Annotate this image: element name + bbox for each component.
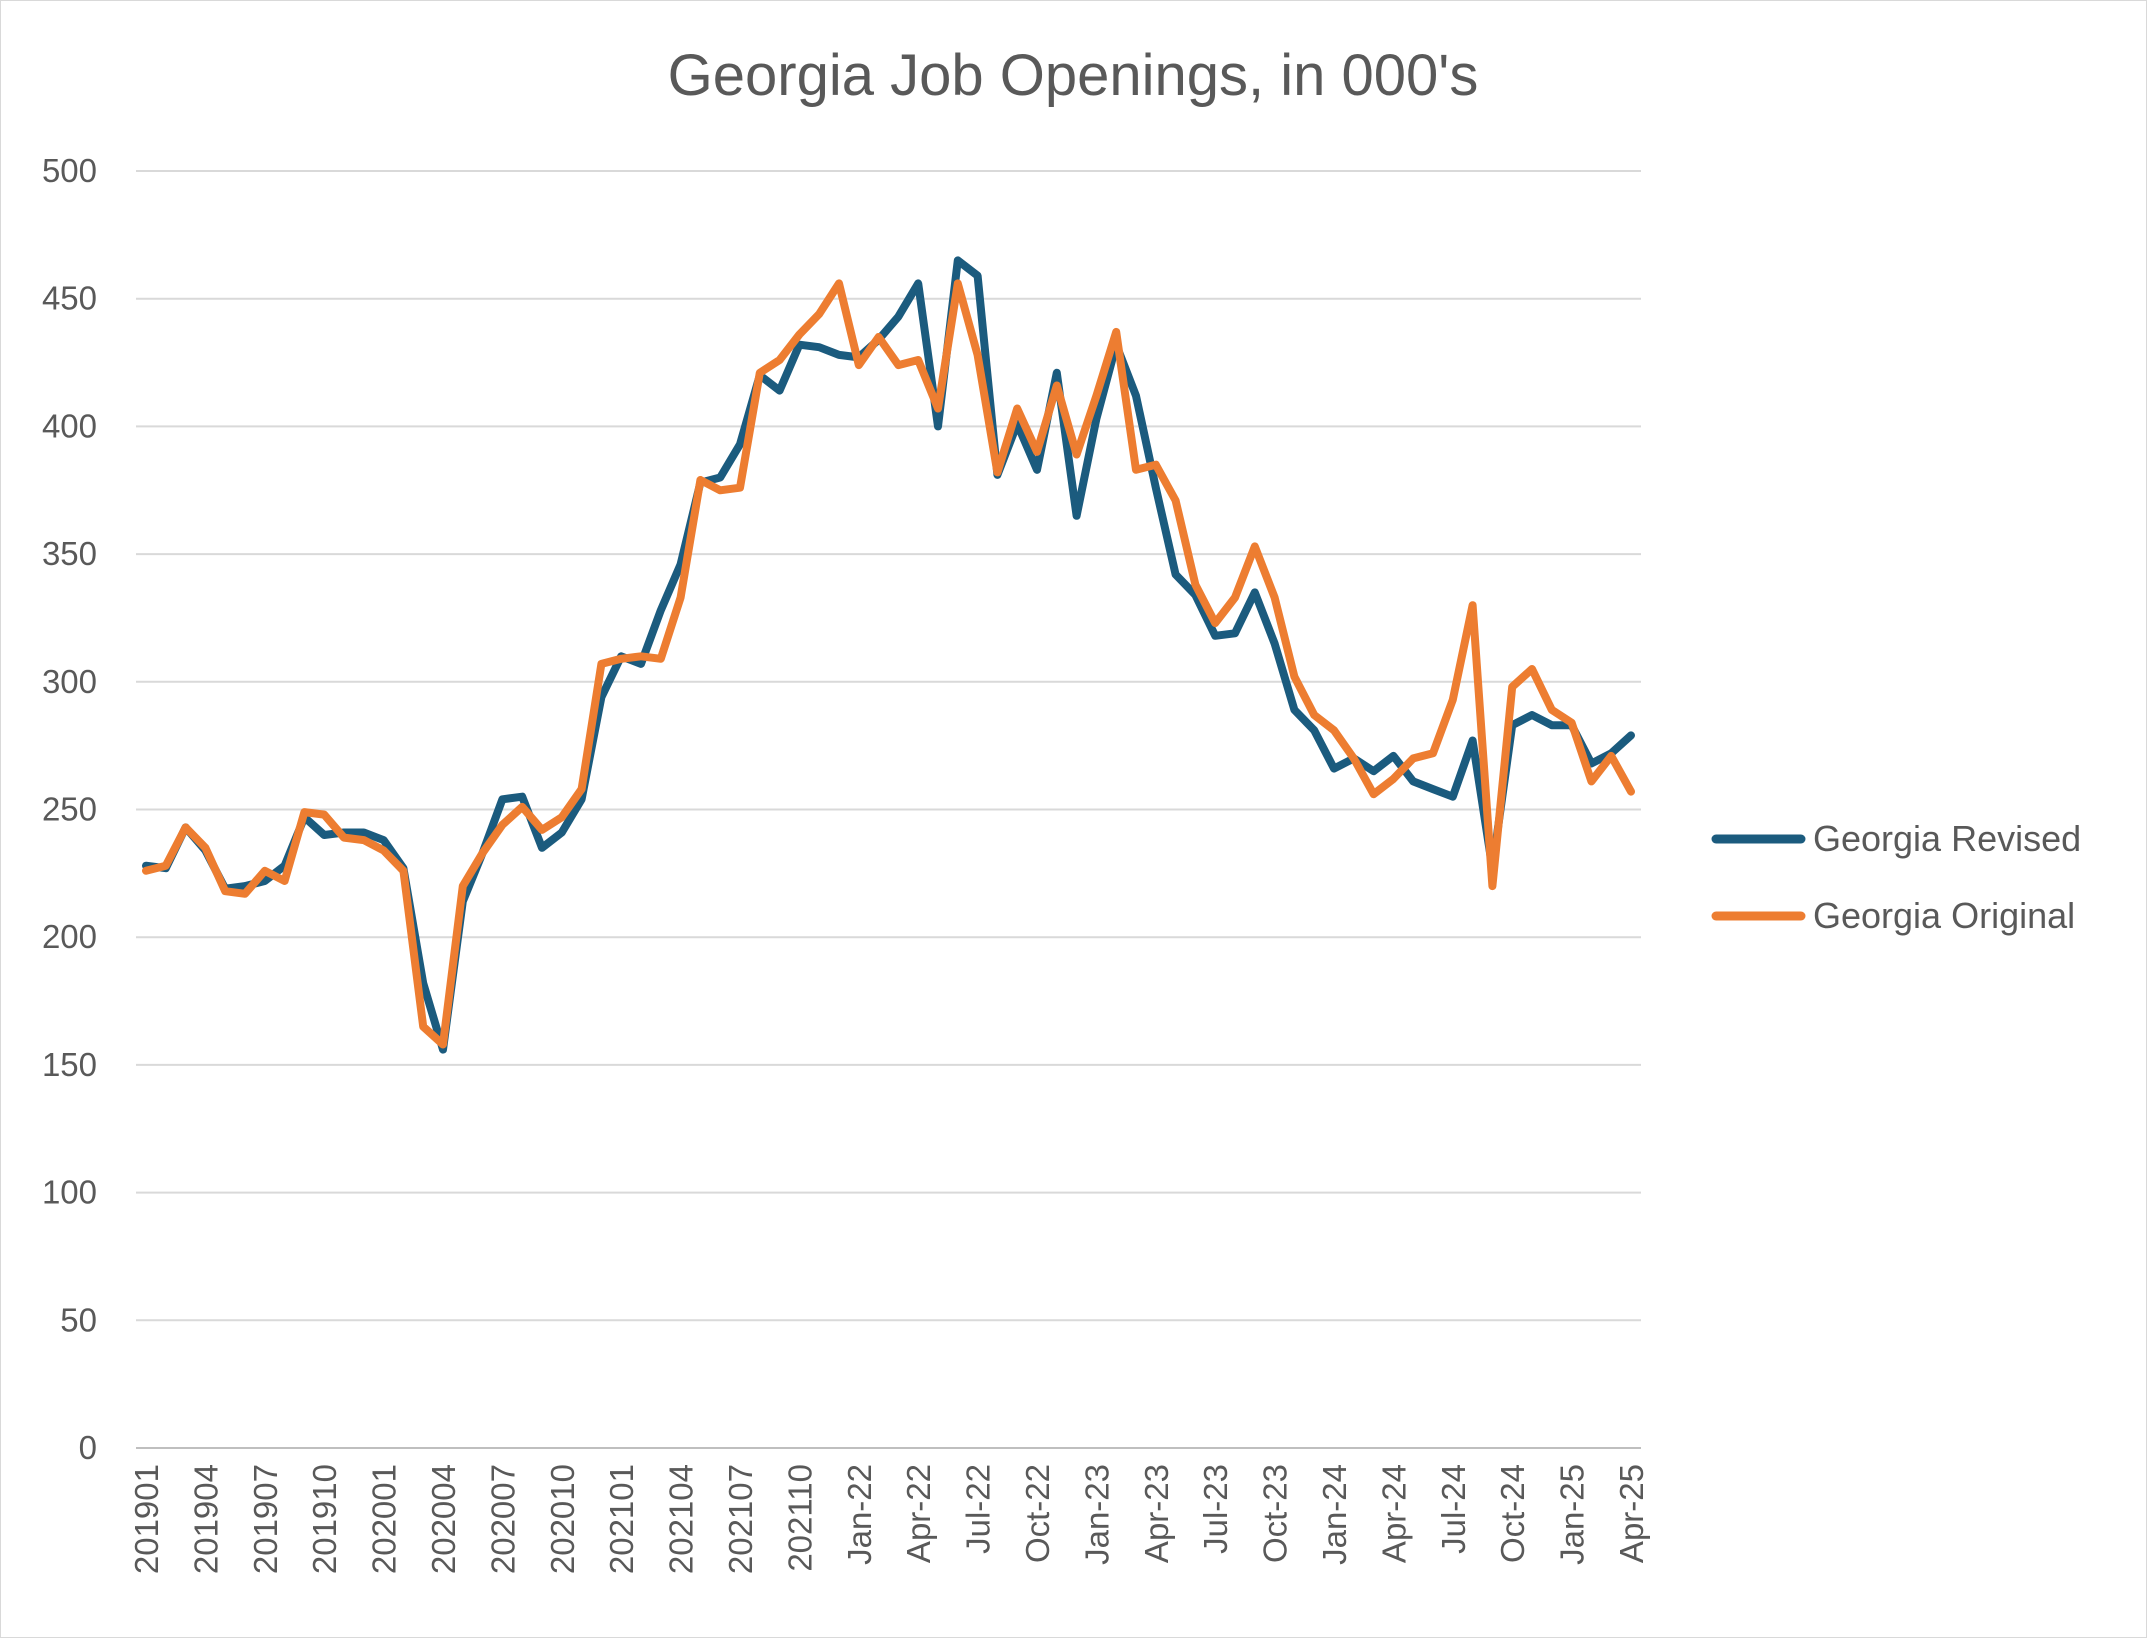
x-tick-label: Oct-23 — [1257, 1464, 1294, 1563]
x-tick-label: 201907 — [247, 1464, 284, 1574]
x-tick-label: Apr-23 — [1138, 1464, 1175, 1563]
y-axis: 0 50 100 150 200 250 300 350 400 450 500 — [42, 152, 97, 1466]
y-tick-label: 0 — [79, 1429, 97, 1466]
x-tick-label: Oct-22 — [1019, 1464, 1056, 1563]
y-tick-label: 500 — [42, 152, 97, 189]
x-tick-label: 202104 — [663, 1464, 700, 1574]
x-tick-label: Apr-25 — [1613, 1464, 1650, 1563]
gridlines — [136, 170, 1641, 1449]
x-tick-label: 202007 — [484, 1464, 521, 1574]
series-line-georgia-revised — [142, 256, 1635, 1054]
legend: Georgia Revised Georgia Original — [1711, 818, 2081, 936]
y-tick-label: 350 — [42, 535, 97, 572]
y-tick-label: 150 — [42, 1046, 97, 1083]
series-line-georgia-original — [142, 279, 1635, 1049]
x-tick-label: Jul-22 — [960, 1464, 997, 1554]
y-tick-label: 400 — [42, 407, 97, 444]
legend-label: Georgia Original — [1813, 895, 2075, 936]
y-tick-label: 100 — [42, 1174, 97, 1211]
x-tick-label: Jul-24 — [1435, 1464, 1472, 1554]
y-tick-label: 300 — [42, 663, 97, 700]
x-tick-label: 202001 — [366, 1464, 403, 1574]
y-tick-label: 250 — [42, 791, 97, 828]
x-tick-label: Apr-24 — [1375, 1464, 1412, 1563]
x-tick-label: 201901 — [128, 1464, 165, 1574]
y-tick-label: 450 — [42, 280, 97, 317]
x-tick-label: Jul-23 — [1197, 1464, 1234, 1554]
y-tick-label: 50 — [60, 1301, 97, 1338]
x-tick-label: 202010 — [544, 1464, 581, 1574]
x-axis: 201901 201904 201907 201910 202001 202004 2020… — [128, 1447, 1650, 1574]
x-tick-label: 201904 — [187, 1464, 224, 1574]
x-tick-label: 202107 — [722, 1464, 759, 1574]
x-tick-label: 202004 — [425, 1464, 462, 1574]
legend-label: Georgia Revised — [1813, 818, 2081, 859]
x-tick-label: Jan-25 — [1554, 1464, 1591, 1565]
chart-title: Georgia Job Openings, in 000's — [668, 43, 1479, 108]
x-tick-label: 202101 — [603, 1464, 640, 1574]
x-tick-label: Apr-22 — [900, 1464, 937, 1563]
series-lines — [142, 256, 1635, 1054]
x-tick-label: 202110 — [781, 1464, 818, 1572]
x-tick-label: Jan-24 — [1316, 1464, 1353, 1565]
x-tick-label: Jan-22 — [841, 1464, 878, 1565]
x-tick-label: Jan-23 — [1078, 1464, 1115, 1565]
x-tick-label: Oct-24 — [1494, 1464, 1531, 1563]
y-tick-label: 200 — [42, 918, 97, 955]
x-tick-label: 201910 — [306, 1464, 343, 1574]
